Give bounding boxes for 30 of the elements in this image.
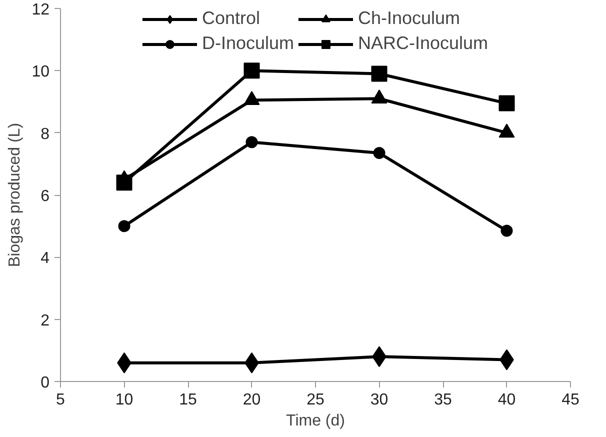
y-tick-label: 8 bbox=[40, 126, 50, 143]
x-tick-label: 10 bbox=[115, 392, 134, 408]
y-tick-label: 2 bbox=[40, 312, 50, 330]
legend-label: Control bbox=[202, 8, 260, 29]
x-tick-label: 45 bbox=[562, 392, 580, 408]
legend-label: D-Inoculum bbox=[202, 33, 294, 54]
y-tick-label: 4 bbox=[40, 250, 50, 268]
x-tick-label: 40 bbox=[498, 392, 516, 408]
y-tick-label: 10 bbox=[32, 64, 50, 81]
point bbox=[118, 220, 130, 232]
legend-label: Ch-Inoculum bbox=[358, 8, 460, 29]
point bbox=[500, 224, 513, 237]
x-tick-label: 30 bbox=[370, 392, 388, 408]
x-tick-label: 15 bbox=[179, 392, 197, 408]
y-tick-label: 12 bbox=[32, 2, 50, 18]
point bbox=[246, 136, 258, 148]
point bbox=[116, 174, 132, 191]
point bbox=[244, 62, 260, 79]
legend-label: NARC-Inoculum bbox=[358, 33, 488, 54]
x-axis-title: Time (d) bbox=[286, 412, 345, 430]
y-tick-label: 0 bbox=[40, 374, 50, 392]
y-axis-title: Biogas produced (L) bbox=[6, 122, 24, 268]
x-tick-label: 35 bbox=[434, 392, 452, 408]
point bbox=[371, 66, 388, 82]
point bbox=[498, 95, 515, 112]
x-tick-label: 25 bbox=[306, 392, 324, 408]
x-tick-label: 5 bbox=[56, 392, 66, 408]
y-tick-label: 6 bbox=[40, 188, 50, 205]
point bbox=[373, 147, 386, 160]
x-tick-label: 20 bbox=[242, 392, 261, 408]
